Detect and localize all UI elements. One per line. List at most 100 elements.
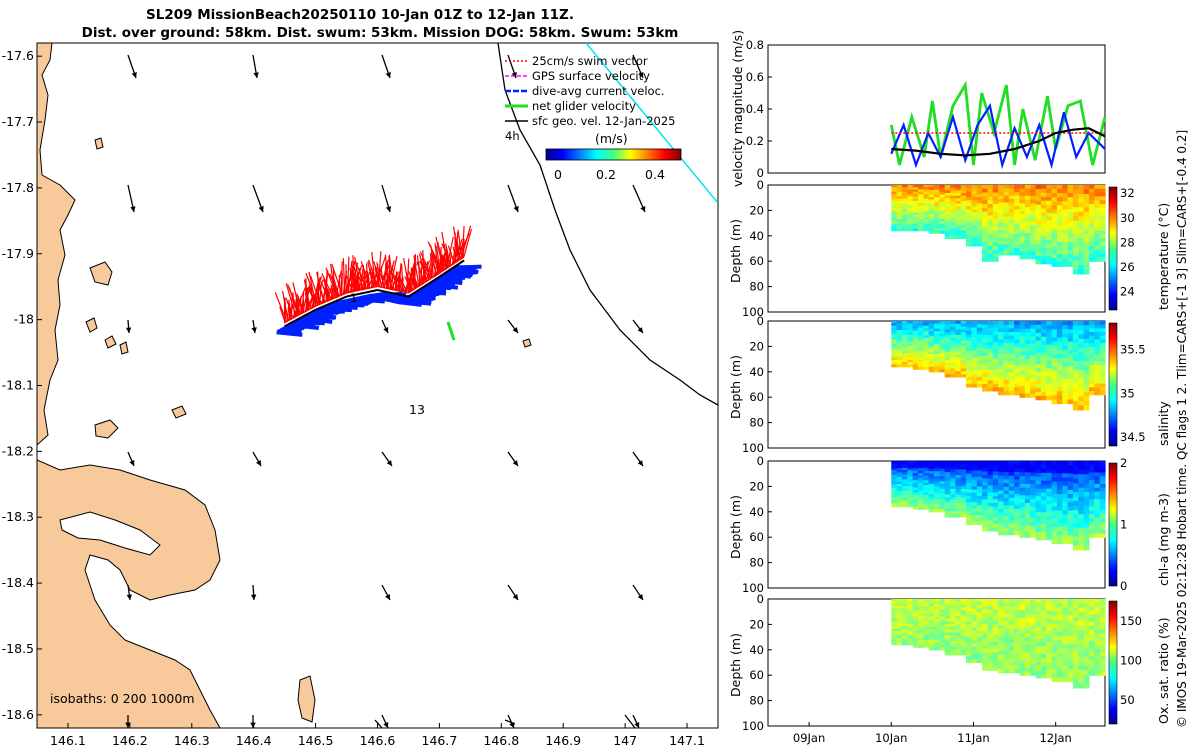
temperature-cell [1056, 254, 1063, 259]
chlorophyll-cell [1019, 480, 1026, 485]
chlorophyll-cell [1089, 461, 1095, 466]
oxygen-cell [992, 620, 999, 625]
chlorophyll-cell [998, 479, 1004, 484]
salinity-cell [1056, 382, 1063, 388]
oxygen-cell [1078, 670, 1085, 676]
oxygen-cell [907, 624, 914, 627]
oxygen-cell [1024, 602, 1031, 608]
temperature-cell [1051, 213, 1058, 219]
temperature-cell [998, 202, 1004, 207]
chlorophyll-cell [1083, 536, 1090, 542]
oxygen-cell [955, 615, 962, 620]
chlorophyll-cell [1056, 465, 1063, 470]
chlorophyll-cell [1078, 496, 1085, 502]
chlorophyll-cell [992, 516, 999, 521]
oxygen-cell [912, 611, 919, 615]
chlorophyll-cell [891, 461, 898, 464]
oxygen-cell [891, 599, 898, 602]
chlorophyll-cell [982, 520, 988, 525]
salinity-cell [1067, 354, 1074, 359]
chlorophyll-cell [1083, 469, 1090, 475]
temperature-colorbar-tick: 24 [1120, 285, 1135, 299]
chlorophyll-cell [1019, 533, 1026, 538]
temperature-cell [987, 242, 994, 247]
swim-vector [380, 268, 385, 289]
chlorophyll-cell [1003, 475, 1010, 480]
chlorophyll-cell [955, 505, 962, 510]
swim-vector [382, 275, 389, 290]
chlorophyll-cell [928, 476, 935, 480]
oxygen-cell [976, 614, 983, 619]
temperature-colorbar [1108, 186, 1118, 311]
salinity-cell [976, 347, 983, 352]
salinity-cell [1099, 387, 1106, 392]
oxygen-cell [939, 639, 946, 643]
chlorophyll-cell [1051, 465, 1058, 470]
oxygen-cell [912, 601, 919, 605]
salinity-cell [998, 387, 1004, 392]
oxygen-cell [987, 620, 994, 625]
map-y-tick-label: -18.3 [2, 509, 34, 524]
salinity-cell [1062, 341, 1069, 347]
temperature-cell [1019, 251, 1026, 256]
temperature-cell [934, 201, 940, 205]
temperature-cell [1035, 236, 1042, 241]
chlorophyll-cell [923, 485, 930, 489]
oxygen-cell [987, 627, 994, 632]
oxygen-cell [987, 638, 994, 643]
salinity-cell [907, 346, 914, 349]
temperature-cell [982, 192, 988, 197]
velocity-series-sfc-geo [891, 127, 1106, 157]
oxygen-cell [939, 614, 946, 618]
swim-vector [441, 258, 447, 270]
oxygen-cell [1024, 637, 1031, 642]
oxygen-cell [1019, 671, 1026, 676]
chlorophyll-cell [966, 492, 972, 497]
chlorophyll-cell [1089, 495, 1095, 500]
salinity-cell [1008, 354, 1015, 359]
oxygen-cell [1035, 626, 1042, 632]
chlorophyll-cell [1056, 494, 1063, 499]
salinity-cell [896, 346, 903, 349]
temperature-cell [976, 230, 983, 235]
temperature-cell [923, 187, 930, 191]
swim-vector [367, 261, 375, 288]
oxygen-cell [987, 631, 994, 636]
oxygen-cell [1014, 650, 1021, 655]
salinity-cell [923, 328, 930, 332]
temperature-cell [1062, 262, 1069, 267]
chlorophyll-cell [1046, 535, 1053, 541]
chlorophyll-cell [1003, 501, 1010, 506]
chlorophyll-cell [1094, 480, 1101, 485]
chlorophyll-cell [902, 493, 908, 496]
chlorophyll-cell [1099, 464, 1106, 470]
oxygen-cell [902, 642, 908, 646]
salinity-cell [1019, 351, 1026, 356]
temperature-cell [1062, 246, 1069, 251]
oxygen-cell [1008, 650, 1015, 655]
oxygen-cell [907, 603, 914, 607]
temperature-cell [1030, 247, 1037, 252]
chlorophyll-cell [1056, 506, 1063, 512]
temperature-cell [960, 187, 967, 191]
salinity-cell [939, 346, 946, 350]
chlorophyll-cell [1030, 483, 1037, 489]
chlorophyll-cell [982, 461, 988, 466]
oxygen-cell [950, 610, 956, 614]
chlorophyll-cell [896, 463, 903, 467]
temperature-cell [923, 203, 930, 207]
chlorophyll-cell [1019, 476, 1026, 481]
oxygen-cell [907, 612, 914, 616]
salinity-cell [998, 379, 1004, 385]
salinity-cell [918, 347, 924, 351]
swim-vector [410, 269, 419, 289]
oxygen-cell [891, 626, 898, 630]
temperature-cell [1099, 215, 1106, 220]
salinity-cell [1094, 350, 1101, 355]
salinity-cell [944, 371, 951, 375]
oxygen-cell [896, 628, 903, 632]
swim-vector [373, 261, 384, 289]
salinity-cell [976, 337, 983, 342]
salinity-cell [934, 321, 940, 325]
